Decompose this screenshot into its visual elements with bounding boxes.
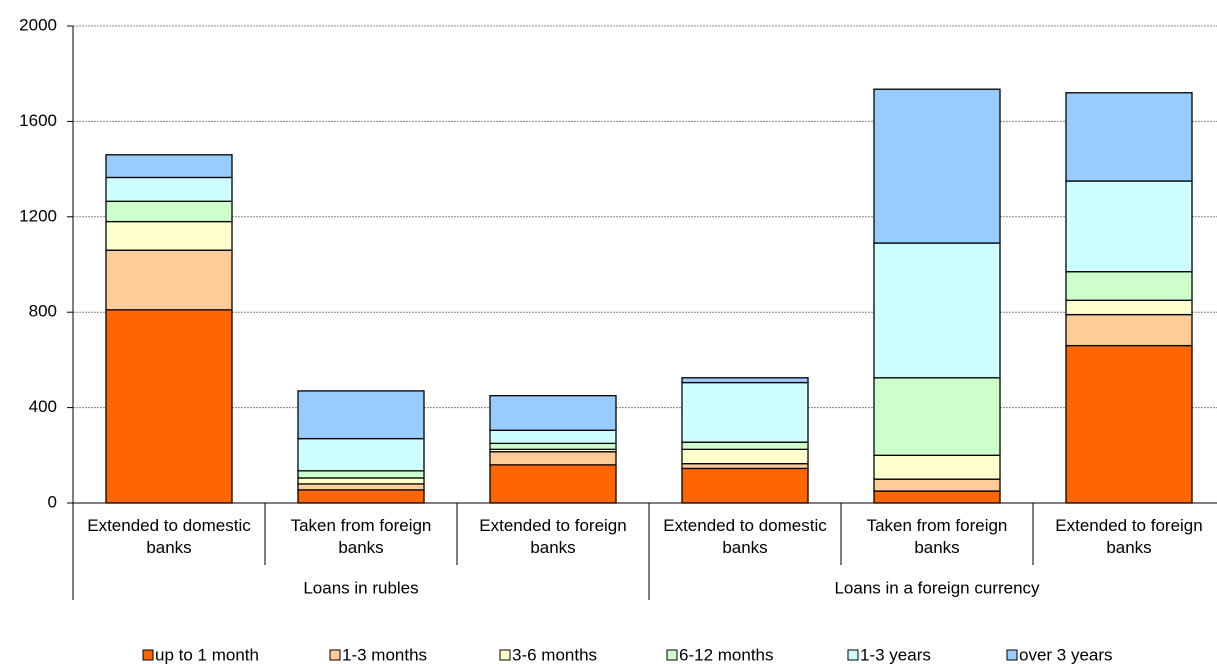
x-tick-label: Taken from foreign banks: [290, 516, 432, 557]
bar-segment: [681, 467, 809, 504]
legend-swatch: [499, 649, 511, 661]
bar-segment: [681, 381, 809, 443]
bar-segment: [1065, 271, 1193, 301]
bar-segment: [1065, 313, 1193, 347]
bar-segment: [681, 462, 809, 470]
y-tick-label: 400: [29, 397, 57, 416]
legend-label: 1-3 years: [860, 645, 931, 664]
bar-segment: [105, 176, 233, 202]
y-tick-label: 800: [29, 302, 57, 321]
bar-segment: [297, 477, 425, 485]
legend-label: 3-6 months: [512, 645, 597, 664]
x-tick-label: Taken from foreign banks: [866, 516, 1008, 557]
bar-segment: [105, 200, 233, 223]
bar-segment: [489, 464, 617, 504]
legend-swatch: [1006, 649, 1018, 661]
bar-segment: [873, 377, 1001, 456]
y-tick-label: 1600: [19, 111, 57, 130]
bar-segment: [105, 249, 233, 311]
y-tick-label: 1200: [19, 206, 57, 225]
bar-segment: [1065, 180, 1193, 273]
bar-segment: [105, 154, 233, 179]
bar-segment: [105, 309, 233, 504]
bar-segment: [873, 88, 1001, 244]
x-tick-label: Extended to domestic banks: [87, 516, 251, 557]
bar-segment: [873, 454, 1001, 480]
legend-label: over 3 years: [1019, 645, 1113, 664]
bar-segment: [1065, 299, 1193, 316]
y-tick-label: 2000: [19, 15, 57, 34]
bar-segment: [489, 451, 617, 466]
bar-segment: [681, 441, 809, 450]
bar-segment: [297, 390, 425, 440]
bar-segment: [873, 490, 1001, 504]
bar-segment: [873, 478, 1001, 492]
legend-label: up to 1 month: [155, 645, 259, 664]
legend-swatch: [847, 649, 859, 661]
bar-segment: [489, 395, 617, 431]
bar-segment: [1065, 92, 1193, 182]
y-tick-label: 0: [48, 492, 57, 511]
bar-segment: [297, 489, 425, 504]
bar-segment: [489, 442, 617, 450]
bar-segment: [105, 220, 233, 251]
bar-segment: [297, 483, 425, 491]
legend-label: 6-12 months: [679, 645, 774, 664]
bar-segment: [297, 470, 425, 479]
x-tick-label: Extended to foreign banks: [479, 516, 627, 557]
legend-swatch: [329, 649, 341, 661]
group-label: Loans in rubles: [303, 578, 418, 597]
bar-segment: [1065, 344, 1193, 504]
legend-label: 1-3 months: [342, 645, 427, 664]
x-tick-label: Extended to foreign banks: [1055, 516, 1203, 557]
legend-swatch: [142, 649, 154, 661]
bar-segment: [297, 437, 425, 472]
bar-segment: [873, 242, 1001, 379]
bar-segment: [681, 377, 809, 384]
legend-swatch: [666, 649, 678, 661]
x-tick-label: Extended to domestic banks: [663, 516, 827, 557]
bar-segment: [681, 448, 809, 465]
group-label: Loans in a foreign currency: [834, 578, 1040, 597]
bar-segment: [489, 429, 617, 445]
